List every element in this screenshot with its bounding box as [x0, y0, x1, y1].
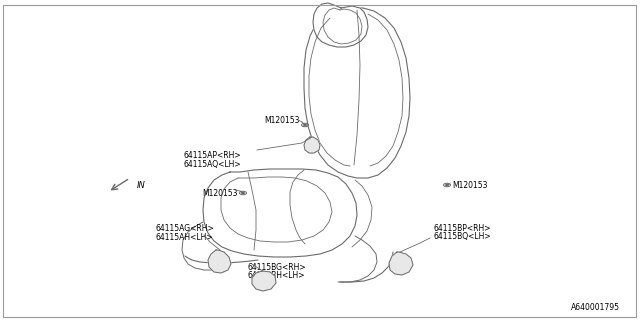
- Text: 64115BG<RH>: 64115BG<RH>: [248, 262, 307, 271]
- Circle shape: [304, 124, 306, 126]
- Polygon shape: [304, 137, 320, 153]
- Polygon shape: [203, 169, 357, 257]
- Text: 64115AQ<LH>: 64115AQ<LH>: [183, 159, 241, 169]
- Text: A640001795: A640001795: [571, 303, 620, 313]
- Text: M120153: M120153: [452, 180, 488, 189]
- Polygon shape: [313, 3, 368, 47]
- Text: IN: IN: [136, 180, 145, 189]
- Text: 64115BQ<LH>: 64115BQ<LH>: [433, 233, 491, 242]
- Circle shape: [446, 184, 448, 186]
- Polygon shape: [304, 8, 410, 178]
- Text: 64115AG<RH>: 64115AG<RH>: [155, 223, 214, 233]
- Text: M120153: M120153: [264, 116, 300, 124]
- Text: M120153: M120153: [202, 188, 238, 197]
- Polygon shape: [208, 250, 231, 273]
- Polygon shape: [389, 252, 413, 275]
- Circle shape: [242, 192, 244, 194]
- Text: 64115AP<RH>: 64115AP<RH>: [183, 150, 241, 159]
- Text: 64115BH<LH>: 64115BH<LH>: [248, 271, 305, 281]
- Text: 64115AH<LH>: 64115AH<LH>: [155, 233, 212, 242]
- Polygon shape: [252, 271, 276, 291]
- Text: 64115BP<RH>: 64115BP<RH>: [433, 223, 490, 233]
